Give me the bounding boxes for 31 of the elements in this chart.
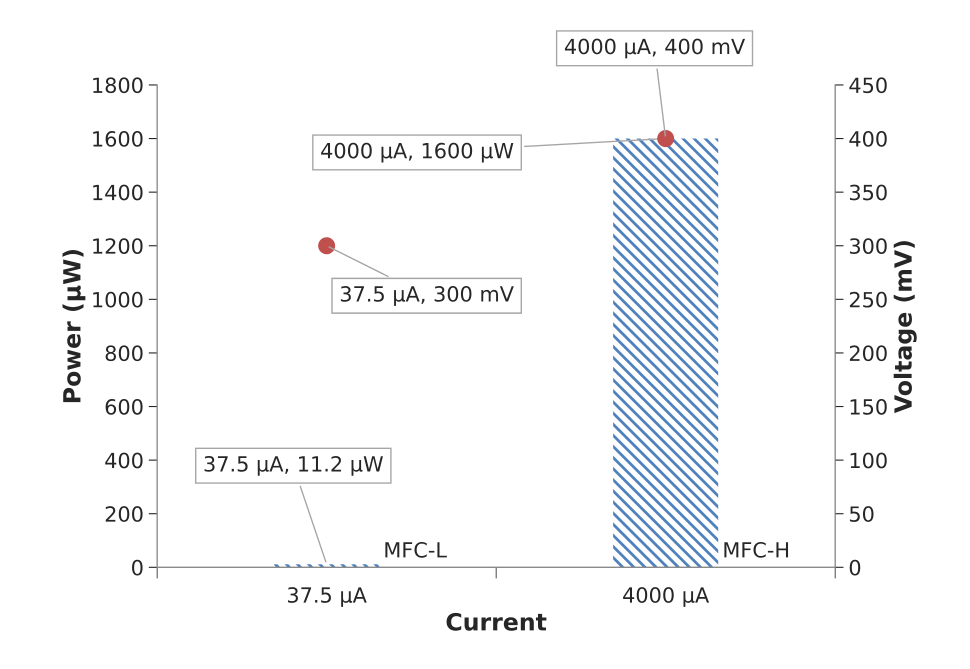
y-tick-label: 1800 bbox=[93, 77, 143, 94]
y2-tick-label: 200 bbox=[850, 345, 887, 362]
y2-tick-label: 350 bbox=[850, 184, 887, 200]
y-tick-label: 400 bbox=[105, 452, 143, 468]
data-label: 37.5 µA, 11.2 µW bbox=[204, 456, 383, 476]
y2-tick-label: 0 bbox=[850, 560, 860, 576]
x-axis-title: Current bbox=[446, 612, 546, 631]
y2-tick-label: 250 bbox=[850, 292, 887, 308]
y-axis-title: Power (µW) bbox=[62, 250, 86, 402]
annotation: MFC-L bbox=[385, 542, 447, 558]
y-tick-label: 200 bbox=[106, 506, 143, 522]
y-tick-label: 800 bbox=[106, 345, 143, 362]
y2-axis-title: Voltage (mV) bbox=[894, 241, 917, 414]
data-label: 37.5 µA, 300 mV bbox=[340, 286, 514, 306]
y2-tick-label: 450 bbox=[849, 77, 887, 94]
y2-tick-label: 150 bbox=[850, 398, 887, 415]
data-label: 4000 µA, 400 mV bbox=[564, 38, 746, 58]
annotation: MFC-H bbox=[724, 542, 788, 558]
y-tick-label: 1600 bbox=[93, 131, 143, 147]
y-tick-label: 600 bbox=[106, 398, 143, 415]
y2-tick-label: 400 bbox=[849, 131, 887, 147]
data-label: 4000 µA, 1600 µW bbox=[321, 142, 514, 163]
y-tick-label: 1200 bbox=[93, 238, 143, 254]
y-tick-label: 0 bbox=[132, 560, 143, 576]
y-tick-label: 1000 bbox=[93, 292, 143, 308]
x-tick-label: 4000 µA bbox=[623, 587, 710, 607]
y2-tick-label: 300 bbox=[850, 238, 887, 254]
x-tick-label: 37.5 µA bbox=[288, 587, 367, 607]
y2-tick-label: 50 bbox=[850, 506, 874, 522]
y2-tick-label: 100 bbox=[850, 452, 887, 468]
y-tick-label: 1400 bbox=[93, 184, 143, 200]
